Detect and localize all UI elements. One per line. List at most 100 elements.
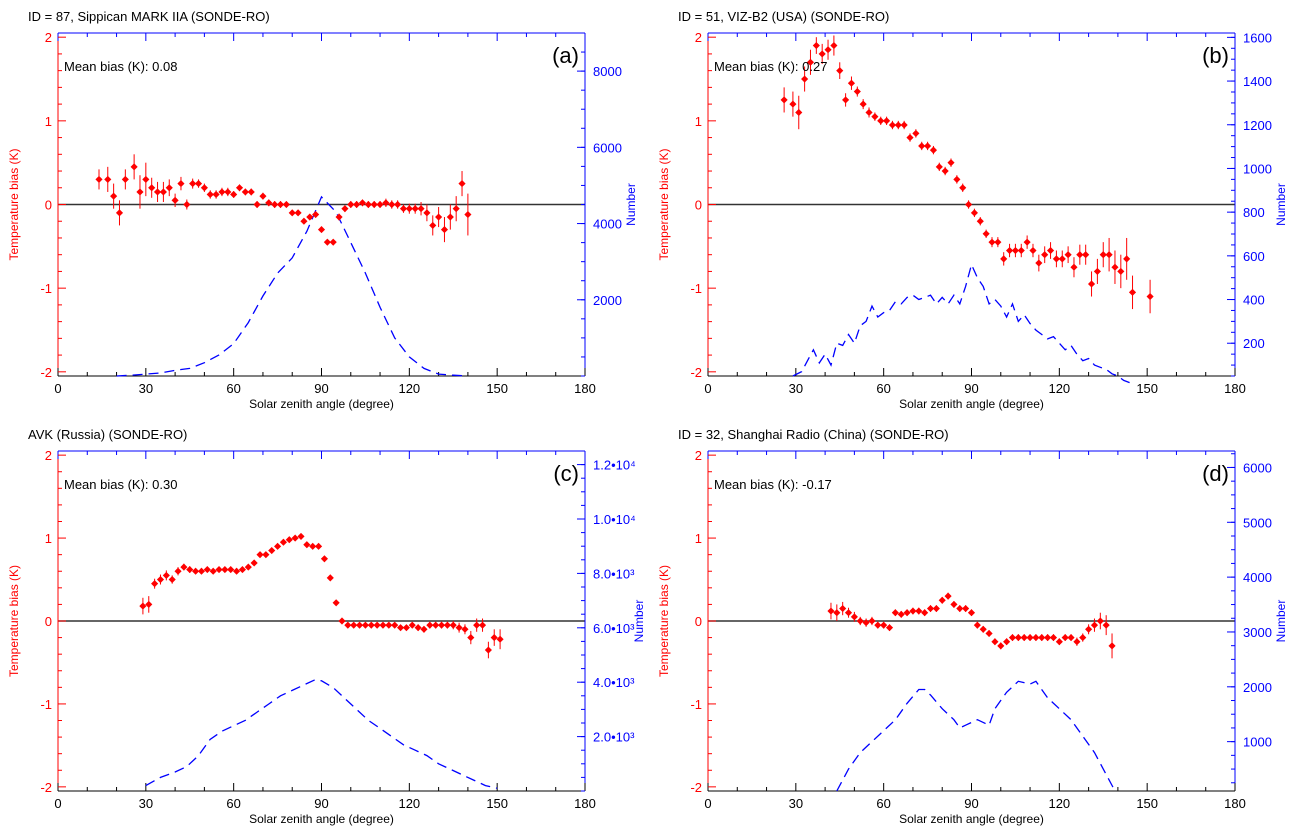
bias-marker bbox=[473, 621, 481, 629]
bias-point bbox=[877, 116, 885, 126]
y2-tick-label: 8.0•10³ bbox=[593, 566, 635, 581]
bias-marker bbox=[1003, 638, 1011, 646]
bias-point bbox=[970, 208, 978, 218]
bias-point bbox=[218, 187, 226, 197]
bias-point bbox=[414, 624, 422, 632]
bias-marker bbox=[312, 210, 320, 219]
bias-point bbox=[110, 183, 118, 209]
bias-marker bbox=[935, 163, 943, 171]
bias-marker bbox=[224, 188, 232, 196]
panel-a: ID = 87, Sippican MARK IIA (SONDE-RO) 0 30… bbox=[7, 9, 638, 411]
bias-point bbox=[1079, 633, 1087, 642]
y-tick-label: 0 bbox=[45, 198, 52, 213]
bias-point bbox=[309, 542, 317, 550]
y2-tick-label: 1400 bbox=[1243, 74, 1272, 89]
x-tick-label: 120 bbox=[398, 796, 420, 811]
x-tick-label: 0 bbox=[54, 381, 61, 396]
bias-point bbox=[1146, 279, 1154, 314]
y2-tick-label: 4.0•10³ bbox=[593, 675, 635, 690]
bias-point bbox=[197, 567, 206, 575]
x-tick-label: 90 bbox=[964, 381, 978, 396]
bias-marker bbox=[429, 221, 437, 229]
bias-point bbox=[253, 200, 261, 209]
y-axis-label: Temperature bias (K) bbox=[7, 148, 21, 260]
bias-point bbox=[171, 193, 179, 208]
y2-tick-label: 1.2•10⁴ bbox=[593, 458, 636, 473]
bias-point bbox=[1000, 252, 1008, 266]
bias-point bbox=[842, 93, 850, 107]
bias-marker bbox=[883, 117, 891, 125]
bias-marker bbox=[282, 200, 290, 209]
bias-marker bbox=[490, 634, 498, 642]
x-tick-label: 180 bbox=[1224, 381, 1246, 396]
bias-point bbox=[1087, 271, 1096, 297]
bias-marker bbox=[244, 563, 252, 571]
bias-marker bbox=[944, 592, 952, 600]
bias-point bbox=[883, 116, 891, 126]
bias-point bbox=[924, 141, 932, 151]
bias-marker bbox=[915, 607, 923, 615]
bias-marker bbox=[1079, 634, 1087, 642]
panel-c: AVK (Russia) (SONDE-RO)0 30 60 90 120 150 180-… bbox=[7, 427, 646, 826]
bias-point bbox=[1067, 634, 1075, 642]
bias-marker bbox=[136, 188, 144, 196]
y-tick-label: -2 bbox=[40, 365, 52, 380]
bias-marker bbox=[353, 200, 361, 209]
bias-marker bbox=[1064, 251, 1072, 259]
bias-point bbox=[153, 181, 162, 202]
bias-marker bbox=[795, 108, 803, 117]
bias-point bbox=[780, 87, 788, 113]
bias-point bbox=[382, 198, 390, 208]
bias-point bbox=[929, 145, 938, 155]
bias-point bbox=[1093, 258, 1101, 284]
mean-bias-text: Mean bias (K): 0.30 bbox=[64, 477, 177, 492]
bias-marker bbox=[174, 567, 182, 575]
x-tick-label: 30 bbox=[789, 796, 803, 811]
bias-marker bbox=[847, 79, 856, 87]
y2-tick-label: 600 bbox=[1243, 249, 1265, 264]
x-tick-label: 180 bbox=[574, 796, 596, 811]
bias-point bbox=[478, 618, 487, 632]
panel-label: (b) bbox=[1202, 43, 1229, 68]
bias-marker bbox=[235, 184, 244, 192]
bias-point bbox=[238, 566, 247, 574]
bias-point bbox=[1032, 634, 1040, 642]
bias-marker bbox=[315, 542, 323, 550]
bias-marker bbox=[484, 646, 492, 654]
bias-marker bbox=[151, 580, 159, 588]
bias-point bbox=[839, 601, 847, 616]
bias-marker bbox=[177, 180, 185, 188]
bias-marker bbox=[833, 609, 841, 617]
y-tick-label: 2 bbox=[45, 448, 52, 463]
bias-marker bbox=[332, 599, 340, 607]
chart-title: ID = 51, VIZ-B2 (USA) (SONDE-RO) bbox=[678, 9, 889, 24]
bias-marker bbox=[183, 200, 191, 209]
x-tick-label: 120 bbox=[1048, 381, 1070, 396]
bias-point bbox=[1003, 638, 1011, 646]
bias-marker bbox=[988, 238, 996, 246]
bias-marker bbox=[115, 209, 124, 217]
bias-marker bbox=[139, 602, 147, 610]
bias-point bbox=[151, 578, 159, 589]
bias-point bbox=[203, 566, 211, 574]
bias-point bbox=[496, 629, 504, 650]
bias-marker bbox=[979, 625, 987, 633]
x-tick-label: 120 bbox=[398, 381, 420, 396]
bias-point bbox=[285, 536, 293, 544]
bias-point bbox=[364, 200, 372, 209]
bias-marker bbox=[288, 209, 296, 217]
bias-point bbox=[938, 596, 946, 604]
bias-point bbox=[440, 217, 449, 243]
bias-marker bbox=[962, 604, 970, 613]
bias-point bbox=[338, 617, 346, 625]
bias-marker bbox=[1093, 267, 1101, 275]
bias-point bbox=[399, 204, 408, 213]
y2-axis-label: Number bbox=[1274, 183, 1288, 226]
bias-marker bbox=[265, 199, 273, 207]
bias-marker bbox=[350, 621, 358, 629]
bias-point bbox=[353, 200, 361, 209]
bias-marker bbox=[924, 142, 932, 150]
x-tick-label: 0 bbox=[704, 796, 711, 811]
chart-title: AVK (Russia) (SONDE-RO) bbox=[28, 427, 187, 442]
